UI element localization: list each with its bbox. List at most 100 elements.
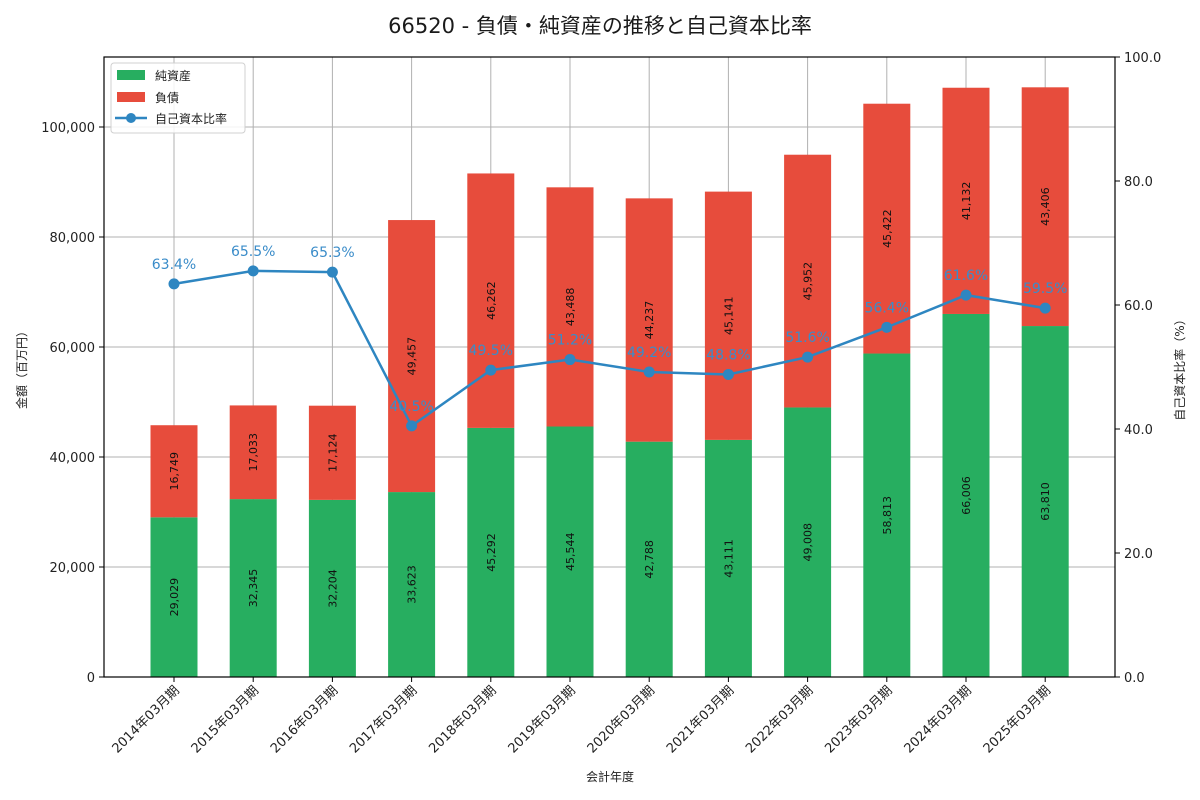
bar-value-label: 41,132 <box>960 182 973 221</box>
ratio-marker <box>564 354 576 366</box>
ratio-value-label: 65.3% <box>310 245 354 261</box>
bar-value-label: 42,788 <box>643 540 656 579</box>
bar-net-assets <box>863 353 911 677</box>
x-tick-label: 2022年03月期 <box>743 683 816 756</box>
bar-value-label: 63,810 <box>1039 482 1052 521</box>
y-tick-label: 20,000 <box>50 561 96 576</box>
bar-net-assets <box>625 441 673 677</box>
x-tick-label: 2024年03月期 <box>902 683 975 756</box>
bar-liabilities <box>942 87 990 314</box>
y2-tick-label: 100.0 <box>1124 51 1161 66</box>
bar-value-label: 17,124 <box>326 434 339 473</box>
y2-axis-label: 自己資本比率（%） <box>1172 313 1187 420</box>
ratio-value-label: 40.5% <box>389 399 433 415</box>
ratio-value-label: 56.4% <box>865 300 909 316</box>
y2-tick-label: 80.0 <box>1124 175 1153 190</box>
ratio-marker <box>326 266 338 278</box>
bar-net-assets <box>467 427 515 677</box>
bar-value-label: 33,623 <box>406 565 419 604</box>
bar-net-assets <box>388 492 436 677</box>
legend-label-net-assets: 純資産 <box>155 68 191 83</box>
x-tick-label: 2019年03月期 <box>506 683 579 756</box>
x-axis: 2014年03月期 2015年03月期 2016年03月期 2017年03月期 2018… <box>110 677 1054 757</box>
bar-value-label: 43,488 <box>564 288 577 327</box>
x-tick-label: 2014年03月期 <box>110 683 183 756</box>
legend-swatch-liabilities <box>117 92 145 102</box>
ratio-value-label: 63.4% <box>152 257 196 273</box>
bar-value-label: 66,006 <box>960 476 973 514</box>
bar-value-label: 45,544 <box>564 533 577 572</box>
bar-series: 29,029 16,749 32,345 17,033 32,204 17,124 33,6… <box>150 87 1069 677</box>
ratio-marker <box>247 265 259 277</box>
legend: 純資産 負債 自己資本比率 <box>110 62 246 134</box>
bar-liabilities <box>625 198 673 442</box>
bar-net-assets <box>150 517 198 677</box>
legend-box <box>110 62 246 134</box>
x-tick-label: 2017年03月期 <box>347 683 420 756</box>
bar-value-label: 17,033 <box>247 433 260 472</box>
ratio-marker <box>406 420 418 432</box>
ratio-value-label: 61.6% <box>944 268 988 284</box>
bar-liabilities <box>784 154 832 408</box>
bar-liabilities <box>467 173 515 428</box>
bar-value-label: 29,029 <box>168 578 181 617</box>
ratio-marker <box>643 366 655 378</box>
bar-liabilities <box>546 187 594 427</box>
bar-liabilities <box>308 405 356 500</box>
right-y-axis: 0.0 20.0 40.0 60.0 80.0 100.0 <box>1115 51 1161 686</box>
bar-value-label: 49,008 <box>802 523 815 562</box>
bar-value-label: 43,406 <box>1039 187 1052 226</box>
legend-marker-ratio <box>126 113 136 123</box>
legend-swatch-net-assets <box>117 70 145 80</box>
bar-net-assets <box>546 426 594 677</box>
bar-value-label: 46,262 <box>485 281 498 320</box>
ratio-line <box>173 269 1046 428</box>
bar-liabilities <box>1021 87 1069 327</box>
bar-value-label: 44,237 <box>643 301 656 340</box>
y-axis-label: 金額（百万円） <box>14 325 29 409</box>
ratio-value-label: 51.2% <box>548 333 592 349</box>
bar-net-assets <box>942 313 990 677</box>
ratio-value-label: 51.6% <box>785 330 829 346</box>
bar-liabilities <box>229 405 277 500</box>
bar-value-label: 45,422 <box>881 209 894 248</box>
bar-net-assets <box>704 439 752 677</box>
x-tick-label: 2020年03月期 <box>585 683 658 756</box>
x-tick-label: 2018年03月期 <box>426 683 499 756</box>
left-y-axis: 0 20,000 40,000 60,000 80,000 100,000 <box>41 121 104 686</box>
y2-tick-label: 60.0 <box>1124 299 1153 314</box>
bar-value-label: 45,141 <box>722 297 735 336</box>
bar-liabilities <box>863 103 911 354</box>
bar-value-label: 16,749 <box>168 452 181 491</box>
x-tick-label: 2016年03月期 <box>268 683 341 756</box>
ratio-value-label: 49.2% <box>627 345 671 361</box>
x-tick-label: 2021年03月期 <box>664 683 737 756</box>
bar-value-label: 58,813 <box>881 496 894 535</box>
bar-net-assets <box>1021 326 1069 677</box>
ratio-marker <box>722 368 734 380</box>
legend-label-liabilities: 負債 <box>155 90 179 105</box>
bar-value-label: 32,204 <box>326 569 339 608</box>
y-tick-label: 60,000 <box>50 341 96 356</box>
bar-liabilities <box>704 191 752 440</box>
ratio-line-series: 63.4% 65.5% 65.3% 40.5% 49.5% 51.2% 49.2% 48.8%… <box>152 244 1067 432</box>
ratio-value-label: 48.8% <box>706 347 750 363</box>
ratio-marker <box>1039 302 1051 314</box>
bar-value-label: 49,457 <box>406 337 419 376</box>
ratio-value-label: 59.5% <box>1023 281 1067 297</box>
ratio-value-label: 49.5% <box>469 343 513 359</box>
bar-net-assets <box>784 407 832 677</box>
x-axis-label: 会計年度 <box>586 769 634 784</box>
y-tick-label: 0 <box>87 671 95 686</box>
bar-net-assets <box>308 499 356 677</box>
bar-value-label: 45,292 <box>485 533 498 572</box>
ratio-value-label: 65.5% <box>231 244 275 260</box>
ratio-marker <box>960 289 972 301</box>
bar-liabilities <box>388 220 436 493</box>
x-tick-label: 2015年03月期 <box>189 683 262 756</box>
y2-tick-label: 0.0 <box>1124 671 1145 686</box>
y2-tick-label: 20.0 <box>1124 547 1153 562</box>
chart-title: 66520 - 負債・純資産の推移と自己資本比率 <box>388 14 812 38</box>
legend-label-ratio: 自己資本比率 <box>155 111 227 126</box>
